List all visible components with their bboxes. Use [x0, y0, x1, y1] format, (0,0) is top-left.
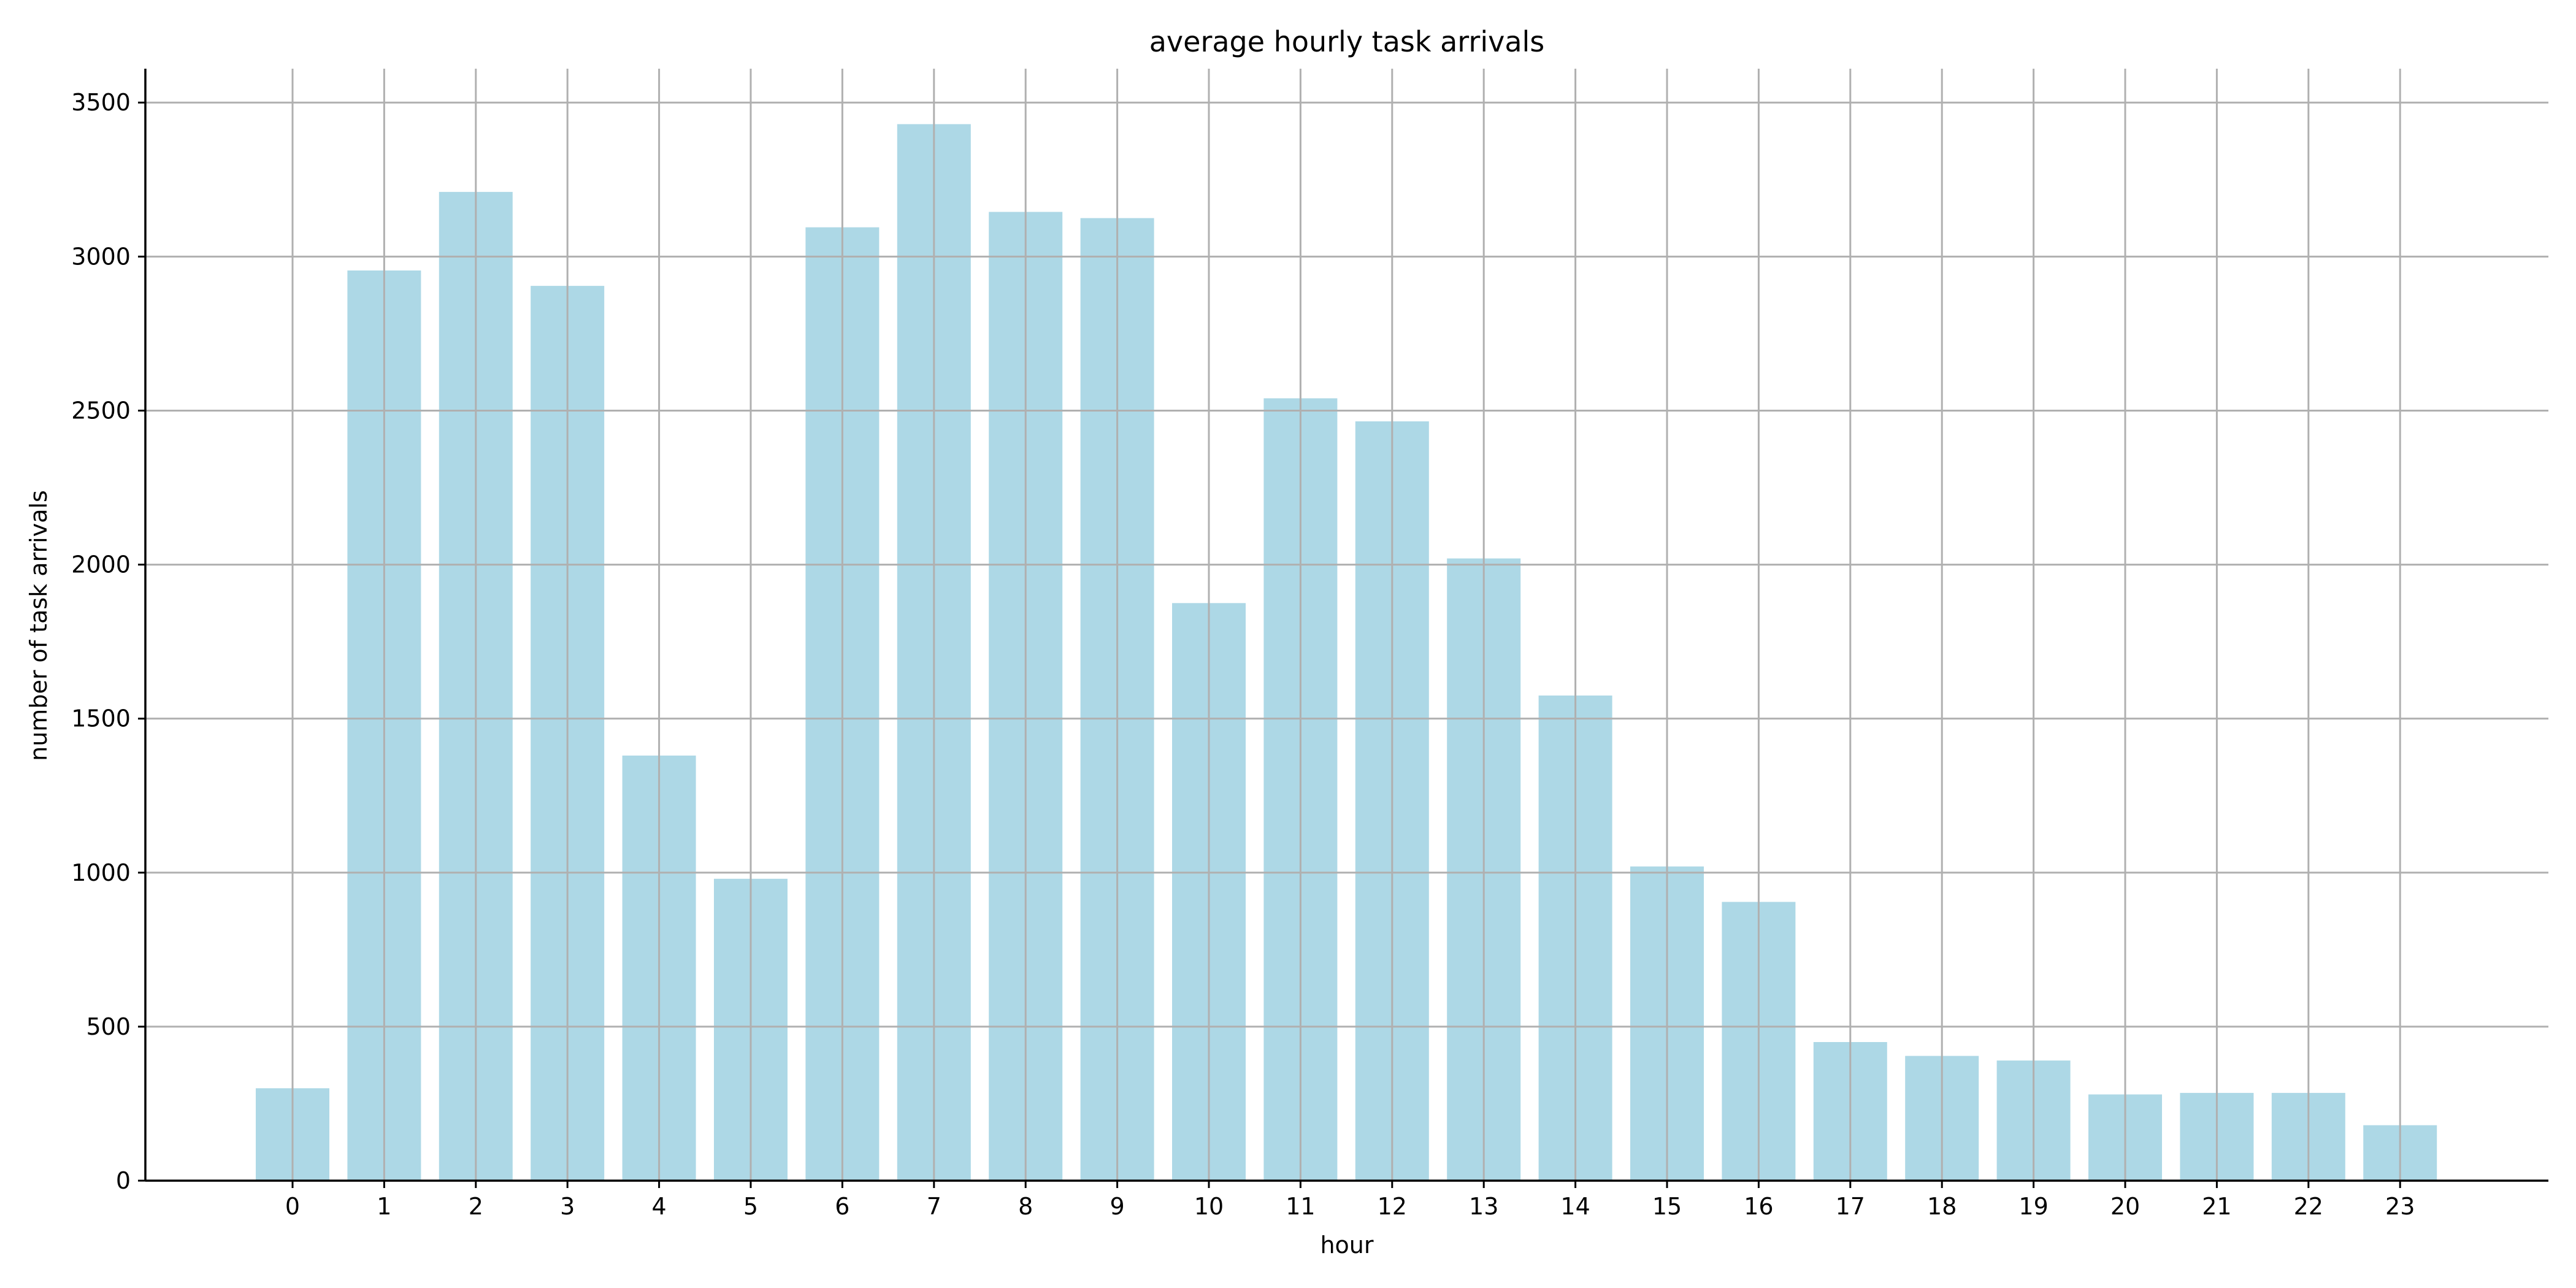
x-tick-label-20: 20: [2110, 1193, 2140, 1220]
axes: [144, 69, 2548, 1182]
x-tick-label-16: 16: [1744, 1193, 1773, 1220]
y-tick-label-0: 0: [116, 1167, 131, 1194]
y-tick-label-2000: 2000: [71, 551, 131, 578]
y-tick-label-3500: 3500: [71, 89, 131, 116]
y-axis-label: number of task arrivals: [25, 490, 52, 761]
x-tick-label-1: 1: [377, 1193, 391, 1220]
x-axis-label: hour: [1320, 1232, 1373, 1259]
x-tick-label-21: 21: [2202, 1193, 2231, 1220]
x-tick-label-17: 17: [1836, 1193, 1865, 1220]
x-tick-label-11: 11: [1286, 1193, 1315, 1220]
x-tick-label-10: 10: [1194, 1193, 1224, 1220]
x-tick-label-9: 9: [1110, 1193, 1125, 1220]
x-tick-label-14: 14: [1560, 1193, 1590, 1220]
x-tick-label-18: 18: [1927, 1193, 1957, 1220]
x-tick-label-23: 23: [2385, 1193, 2415, 1220]
y-tick-label-1500: 1500: [71, 705, 131, 732]
x-tick-label-6: 6: [835, 1193, 849, 1220]
y-tick-label-500: 500: [86, 1013, 131, 1040]
x-tick-label-12: 12: [1378, 1193, 1407, 1220]
x-tick-label-7: 7: [927, 1193, 941, 1220]
x-tick-label-0: 0: [285, 1193, 300, 1220]
x-tick-label-19: 19: [2018, 1193, 2048, 1220]
x-tick-label-22: 22: [2294, 1193, 2323, 1220]
x-tick-label-15: 15: [1652, 1193, 1682, 1220]
y-tick-label-2500: 2500: [71, 397, 131, 424]
x-tick-label-3: 3: [560, 1193, 575, 1220]
chart-title: average hourly task arrivals: [1149, 25, 1545, 58]
grid-lines: [145, 69, 2548, 1182]
y-tick-label-3000: 3000: [71, 243, 131, 270]
x-tick-label-5: 5: [743, 1193, 758, 1220]
x-tick-label-2: 2: [469, 1193, 483, 1220]
x-tick-label-8: 8: [1018, 1193, 1033, 1220]
y-tick-label-1000: 1000: [71, 859, 131, 886]
x-tick-label-13: 13: [1469, 1193, 1498, 1220]
x-tick-label-4: 4: [652, 1193, 667, 1220]
